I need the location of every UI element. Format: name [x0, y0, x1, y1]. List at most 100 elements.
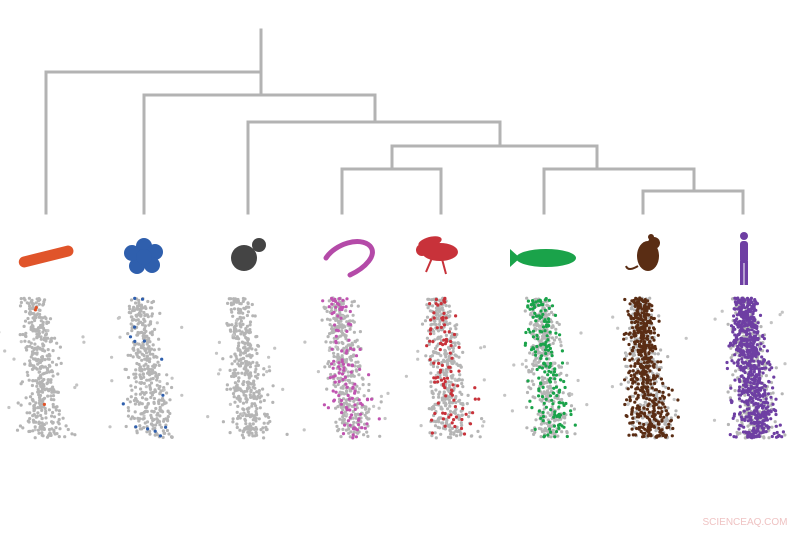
background-point: [450, 426, 454, 430]
background-point: [271, 384, 275, 388]
background-point: [332, 354, 336, 359]
background-point: [534, 418, 538, 422]
background-point: [136, 304, 140, 308]
background-point: [635, 419, 639, 423]
background-point: [545, 362, 549, 366]
highlighted-point: [531, 299, 535, 303]
background-point: [248, 381, 252, 385]
background-point: [554, 335, 558, 339]
highlighted-point: [538, 365, 542, 369]
background-point: [43, 358, 47, 362]
highlighted-point: [538, 298, 542, 302]
highlighted-point: [635, 326, 640, 330]
background-point: [565, 430, 569, 434]
highlighted-point: [443, 297, 447, 301]
background-point: [527, 368, 531, 373]
background-point: [255, 427, 259, 431]
highlighted-point: [744, 309, 748, 313]
highlighted-point: [339, 316, 343, 320]
background-point: [160, 403, 164, 407]
background-point: [56, 372, 60, 376]
background-point: [267, 415, 271, 419]
background-point: [158, 392, 162, 396]
highlighted-point: [547, 320, 551, 324]
background-point: [525, 390, 530, 395]
highlighted-point: [746, 352, 750, 356]
highlighted-point: [639, 317, 644, 322]
highlighted-point: [352, 348, 356, 352]
background-point: [253, 402, 257, 406]
highlighted-point: [770, 366, 774, 370]
background-point: [247, 386, 251, 390]
background-point: [262, 367, 266, 371]
background-point: [561, 391, 565, 395]
highlighted-point: [452, 418, 456, 422]
highlighted-point: [626, 387, 630, 391]
background-point: [266, 393, 270, 397]
highlighted-point: [633, 380, 637, 384]
highlighted-point: [526, 379, 530, 383]
highlighted-point: [633, 362, 637, 366]
background-point: [151, 343, 155, 347]
highlighted-point: [342, 366, 346, 370]
background-point: [550, 325, 554, 330]
highlighted-point: [653, 376, 657, 381]
background-point: [429, 384, 433, 389]
background-point: [36, 387, 40, 391]
highlighted-point: [757, 415, 761, 419]
highlighted-point: [760, 362, 764, 366]
background-point: [335, 317, 339, 321]
highlighted-point: [745, 337, 749, 341]
background-point: [444, 420, 449, 425]
highlighted-point: [627, 371, 631, 375]
background-point: [240, 371, 244, 375]
background-point: [142, 310, 146, 315]
background-point: [447, 354, 451, 359]
outlier-point: [432, 331, 436, 336]
background-point: [430, 405, 434, 410]
background-point: [243, 417, 247, 421]
background-point: [40, 390, 45, 394]
background-point: [561, 415, 565, 419]
highlighted-point: [740, 417, 744, 422]
highlighted-point: [333, 380, 337, 384]
background-point: [235, 422, 239, 426]
highlighted-point: [628, 302, 632, 306]
background-point: [152, 363, 156, 367]
background-point: [255, 361, 259, 365]
highlighted-point: [742, 409, 746, 413]
highlighted-point: [153, 429, 157, 433]
background-point: [142, 416, 146, 420]
background-point: [478, 435, 482, 439]
highlighted-point: [449, 339, 453, 344]
background-point: [235, 383, 239, 387]
background-point: [136, 348, 140, 352]
background-point: [36, 406, 40, 410]
background-point: [351, 409, 355, 414]
background-point: [266, 421, 270, 425]
highlighted-point: [551, 373, 556, 377]
background-point: [248, 320, 253, 324]
background-point: [162, 417, 166, 422]
background-point: [42, 426, 46, 430]
background-point: [451, 373, 455, 377]
background-point: [334, 420, 338, 424]
background-point: [54, 426, 58, 430]
highlighted-point: [742, 300, 746, 304]
background-point: [148, 331, 152, 335]
background-point: [138, 350, 142, 354]
background-point: [230, 374, 234, 378]
background-point: [445, 314, 449, 318]
highlighted-point: [547, 420, 551, 424]
outlier-point: [611, 315, 615, 319]
highlighted-point: [330, 362, 334, 366]
background-point: [226, 301, 230, 305]
highlighted-point: [652, 362, 656, 366]
highlighted-point: [330, 302, 334, 306]
highlighted-point: [535, 333, 539, 338]
background-point: [139, 376, 144, 381]
outlier-point: [684, 336, 688, 340]
background-point: [560, 430, 564, 434]
background-point: [154, 423, 158, 427]
highlighted-point: [449, 369, 453, 374]
